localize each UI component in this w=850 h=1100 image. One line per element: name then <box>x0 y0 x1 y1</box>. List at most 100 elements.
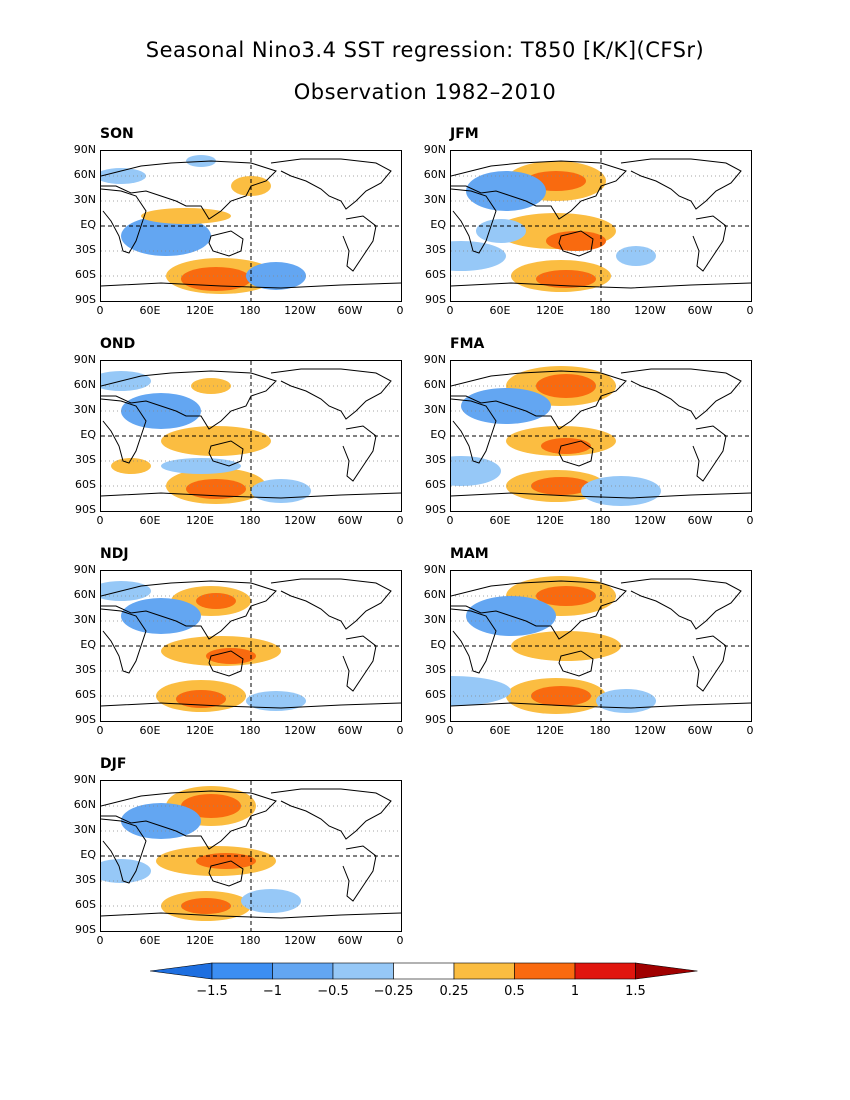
anomaly-region <box>101 581 151 601</box>
colorbar-arrow-left <box>149 962 213 980</box>
coastline <box>270 578 392 630</box>
y-tick-label: EQ <box>80 638 96 651</box>
anomaly-region <box>536 270 596 288</box>
x-tick-label: 120E <box>536 514 564 527</box>
y-tick-label: 60S <box>425 268 446 281</box>
colorbar-label: 0.25 <box>439 984 469 999</box>
coastline <box>451 608 497 674</box>
coastline <box>208 230 244 257</box>
y-tick-label: 90N <box>73 563 96 576</box>
x-tick-label: 60E <box>139 304 161 317</box>
anomaly-region <box>451 241 506 271</box>
x-tick-label: 120W <box>284 934 316 947</box>
map-panel: DJF 90N 60N 30N EQ 30S 60S 90S 0 60E 120E 180 120W 60… <box>74 756 404 947</box>
colorbar-segment <box>272 962 334 980</box>
y-tick-label: 60N <box>73 168 96 181</box>
x-tick-label: 60W <box>687 304 713 317</box>
y-tick-label: 30N <box>423 613 446 626</box>
y-tick-label: 30N <box>73 403 96 416</box>
x-tick-label: 60W <box>337 304 363 317</box>
panel-label: MAM <box>450 546 489 562</box>
panel-label: OND <box>100 336 136 352</box>
map-area <box>100 570 402 722</box>
x-tick-label: 120E <box>186 934 214 947</box>
x-tick-label: 0 <box>746 304 754 317</box>
x-tick-label: 120E <box>186 304 214 317</box>
anomaly-region <box>121 803 201 839</box>
x-tick-label: 120W <box>284 724 316 737</box>
y-tick-label: 90S <box>425 713 446 726</box>
x-tick-label: 0 <box>396 724 404 737</box>
panel-label: FMA <box>450 336 485 352</box>
y-tick-label: 30N <box>423 193 446 206</box>
anomaly-region <box>536 374 596 398</box>
coastline <box>270 788 392 840</box>
x-tick-label: 0 <box>396 934 404 947</box>
x-tick-label: 0 <box>446 724 454 737</box>
x-tick-label: 120E <box>186 514 214 527</box>
coastline <box>558 440 594 467</box>
coastline <box>558 230 594 257</box>
map-svg <box>101 571 401 721</box>
coastline <box>101 398 147 464</box>
coastline <box>208 440 244 467</box>
anomaly-region <box>246 262 306 290</box>
y-tick-label: EQ <box>430 428 446 441</box>
map-area <box>450 360 752 512</box>
coastline <box>342 215 377 272</box>
coastline <box>620 578 742 630</box>
colorbar-label: 1 <box>570 984 580 999</box>
y-tick-label: 90S <box>75 293 96 306</box>
x-tick-label: 0 <box>96 724 104 737</box>
anomaly-region <box>476 219 526 243</box>
anomaly-region <box>531 686 591 706</box>
x-tick-label: 0 <box>446 514 454 527</box>
anomaly-region <box>196 593 236 609</box>
coastline <box>208 650 244 677</box>
coastline <box>692 425 727 482</box>
x-tick-label: 0 <box>746 724 754 737</box>
anomaly-region <box>451 676 511 706</box>
anomaly-region <box>461 388 551 424</box>
y-tick-label: 90N <box>423 353 446 366</box>
coastline <box>451 492 751 499</box>
x-tick-label: 0 <box>96 934 104 947</box>
y-tick-label: 90S <box>75 503 96 516</box>
map-panel: FMA 90N 60N 30N EQ 30S 60S 90S 0 60E 120E 180 120W 60… <box>424 336 754 527</box>
coastline <box>101 580 277 640</box>
anomaly-region <box>206 648 256 664</box>
anomaly-region <box>181 794 241 818</box>
x-tick-label: 180 <box>239 304 261 317</box>
colorbar-label: 0.5 <box>504 984 525 999</box>
coastline <box>692 635 727 692</box>
x-tick-label: 60E <box>489 304 511 317</box>
map-panel: NDJ 90N 60N 30N EQ 30S 60S 90S 0 60E 120E 180 120W 60… <box>74 546 404 737</box>
anomaly-region <box>111 458 151 474</box>
coastline <box>101 608 147 674</box>
chart-title: Seasonal Nino3.4 SST regression: T850 [K… <box>145 38 705 62</box>
x-tick-label: 0 <box>446 304 454 317</box>
y-tick-label: 30N <box>73 193 96 206</box>
anomaly-region <box>531 477 591 495</box>
y-tick-label: EQ <box>80 848 96 861</box>
anomaly-region <box>546 231 606 251</box>
coastline <box>451 160 627 220</box>
y-tick-label: 90N <box>73 353 96 366</box>
coastline <box>451 370 627 430</box>
y-tick-label: 30N <box>423 403 446 416</box>
map-svg <box>451 571 751 721</box>
y-tick-label: 30S <box>75 243 96 256</box>
coastline <box>101 912 401 919</box>
coastline <box>101 702 401 709</box>
map-panel: MAM 90N 60N 30N EQ 30S 60S 90S 0 60E 120E 180 120W 60… <box>424 546 754 737</box>
x-tick-label: 60W <box>687 514 713 527</box>
chart-subtitle: Observation 1982–2010 <box>293 80 557 104</box>
colorbar-segment <box>332 962 394 980</box>
anomaly-region <box>581 476 661 506</box>
map-panel: JFM 90N 60N 30N EQ 30S 60S 90S 0 60E 120E 180 120W 60… <box>424 126 754 317</box>
x-tick-label: 60E <box>139 514 161 527</box>
x-tick-label: 0 <box>396 514 404 527</box>
coastline <box>620 368 742 420</box>
y-tick-label: 30S <box>75 873 96 886</box>
coastline <box>451 398 497 464</box>
